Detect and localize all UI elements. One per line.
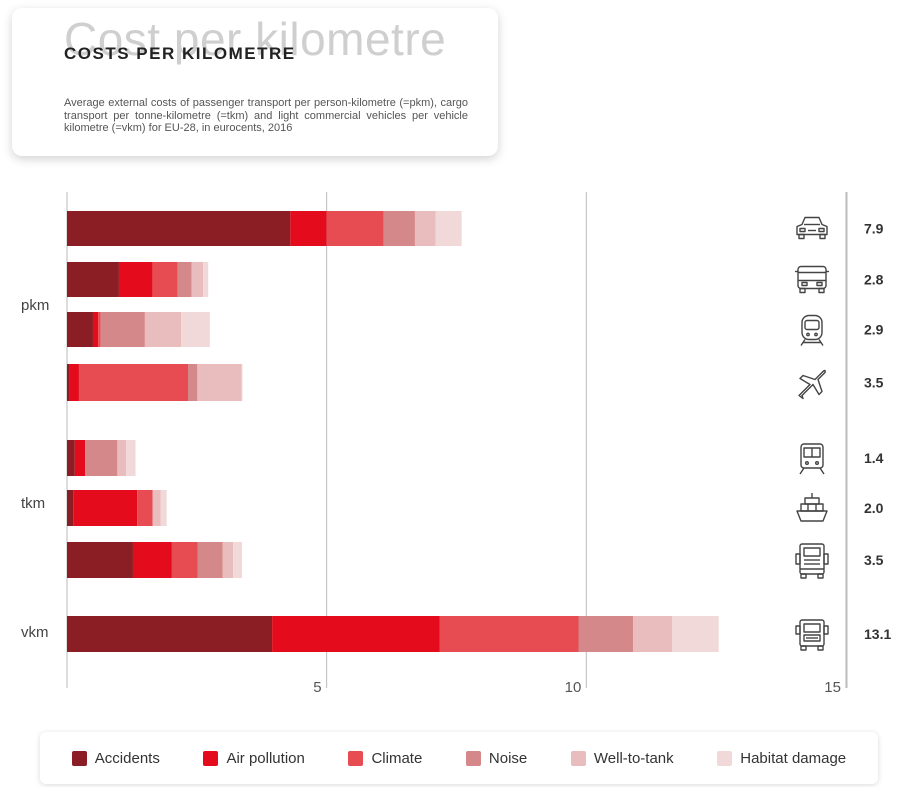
bar-segment-well-to-tank [117, 440, 127, 476]
bar-segment-air-pollution [69, 364, 79, 401]
bar-segment-air-pollution [132, 542, 172, 578]
x-tick-label: 5 [313, 679, 321, 696]
bar-segment-well-to-tank [414, 211, 436, 246]
total-label: 2.8 [864, 272, 884, 288]
bar-segment-habitat-damage [160, 490, 167, 526]
bar-segment-accidents [67, 490, 74, 526]
stacked-bar-chart: 5 10 15 pkm tkm vkm 7.9 2.8 2.9 3.5 1.4 2.0 3.5 13.1 [21, 192, 891, 696]
bar-segment-accidents [67, 211, 291, 246]
total-label: 3.5 [864, 552, 884, 568]
bar-segment-climate [152, 262, 178, 297]
legend-label: Climate [371, 749, 423, 767]
bar-segment-well-to-tank [633, 616, 672, 652]
bar-segment-climate [137, 490, 153, 526]
bar-segment-accidents [67, 312, 93, 347]
legend-swatch [71, 750, 87, 766]
bar-segment-noise [383, 211, 415, 246]
bar-segment-accidents [67, 262, 119, 297]
bar-segment-climate [98, 312, 101, 347]
bar-segment-air-pollution [290, 211, 327, 246]
total-label: 7.9 [864, 221, 884, 237]
legend-swatch [570, 750, 586, 766]
chart-description: Average external costs of passenger tran… [64, 97, 468, 134]
legend-item-climate: Climate [348, 750, 422, 767]
bar-segment-climate [171, 542, 198, 578]
bar-segment-air-pollution [74, 440, 86, 476]
bar-segment-noise [100, 312, 145, 347]
legend-swatch [348, 750, 364, 766]
legend-item-accidents: Accidents [71, 749, 160, 767]
total-label: 3.5 [864, 375, 884, 391]
heavy-truck-icon [795, 543, 829, 579]
legend-label: Air pollution [226, 749, 305, 767]
title-card: Cost per kilometre COSTS PER KILOMETRE A… [12, 8, 498, 156]
legend-label: Habitat damage [740, 749, 847, 767]
total-label: 2.0 [864, 500, 884, 516]
bus-icon [795, 265, 829, 294]
bar-segment-noise [85, 440, 118, 476]
bar-segment-air-pollution [118, 262, 153, 297]
bar-segment-accidents [67, 440, 75, 476]
freight-train-icon [799, 443, 825, 475]
legend: Accidents Air pollution Climate Noise We… [40, 732, 878, 784]
bar-segment-habitat-damage [233, 542, 243, 578]
bar-segment-well-to-tank [144, 312, 182, 347]
rail-icon [800, 314, 824, 346]
bar-segment-well-to-tank [191, 262, 204, 297]
legend-label: Noise [488, 749, 528, 767]
x-tick-label: 10 [565, 679, 582, 696]
bar-segment-accidents [67, 542, 133, 578]
van-icon [795, 619, 829, 651]
ship-icon [796, 493, 828, 522]
x-tick-label: 15 [824, 679, 841, 696]
group-label-tkm: tkm [21, 495, 45, 512]
bar-segment-noise [177, 262, 192, 297]
bar-segment-air-pollution [73, 490, 138, 526]
airplane-icon [798, 369, 826, 400]
bar-segment-well-to-tank [222, 542, 234, 578]
car-icon [796, 216, 828, 240]
bar-segment-well-to-tank [197, 364, 242, 401]
legend-item-noise: Noise [465, 749, 528, 767]
bar-segment-climate [326, 211, 384, 246]
group-label-pkm: pkm [21, 297, 49, 314]
total-label: 2.9 [864, 322, 884, 338]
bar-segment-habitat-damage [126, 440, 136, 476]
bar-segment-noise [578, 616, 634, 652]
bar-segment-climate [78, 364, 188, 401]
bar-segment-habitat-damage [181, 312, 210, 347]
bar-segment-noise [197, 542, 223, 578]
legend-swatch [465, 750, 481, 766]
legend-swatch [203, 750, 219, 766]
bar-segment-noise [187, 364, 198, 401]
legend-swatch [717, 750, 733, 766]
bar-segment-accidents [67, 364, 70, 401]
legend-label: Accidents [94, 749, 160, 767]
bar-segment-habitat-damage [435, 211, 462, 246]
total-label: 13.1 [864, 626, 891, 642]
legend-item-air-pollution: Air pollution [203, 749, 305, 767]
bar-segment-air-pollution [272, 616, 440, 652]
background-title: Cost per kilometre [64, 13, 447, 65]
bar-segment-habitat-damage [203, 262, 209, 297]
legend-label: Well-to-tank [593, 749, 674, 767]
group-label-vkm: vkm [21, 624, 49, 641]
bar-segment-well-to-tank [152, 490, 161, 526]
bar-segment-accidents [67, 616, 273, 652]
bar-segment-air-pollution [92, 312, 99, 347]
legend-item-well-to-tank: Well-to-tank [570, 749, 674, 767]
legend-item-habitat-damage: Habitat damage [717, 750, 846, 767]
chart-title: COSTS PER KILOMETRE [64, 44, 296, 63]
bar-segment-habitat-damage [241, 364, 243, 401]
bar-segment-habitat-damage [671, 616, 719, 652]
total-label: 1.4 [864, 450, 884, 466]
bar-segment-climate [439, 616, 579, 652]
